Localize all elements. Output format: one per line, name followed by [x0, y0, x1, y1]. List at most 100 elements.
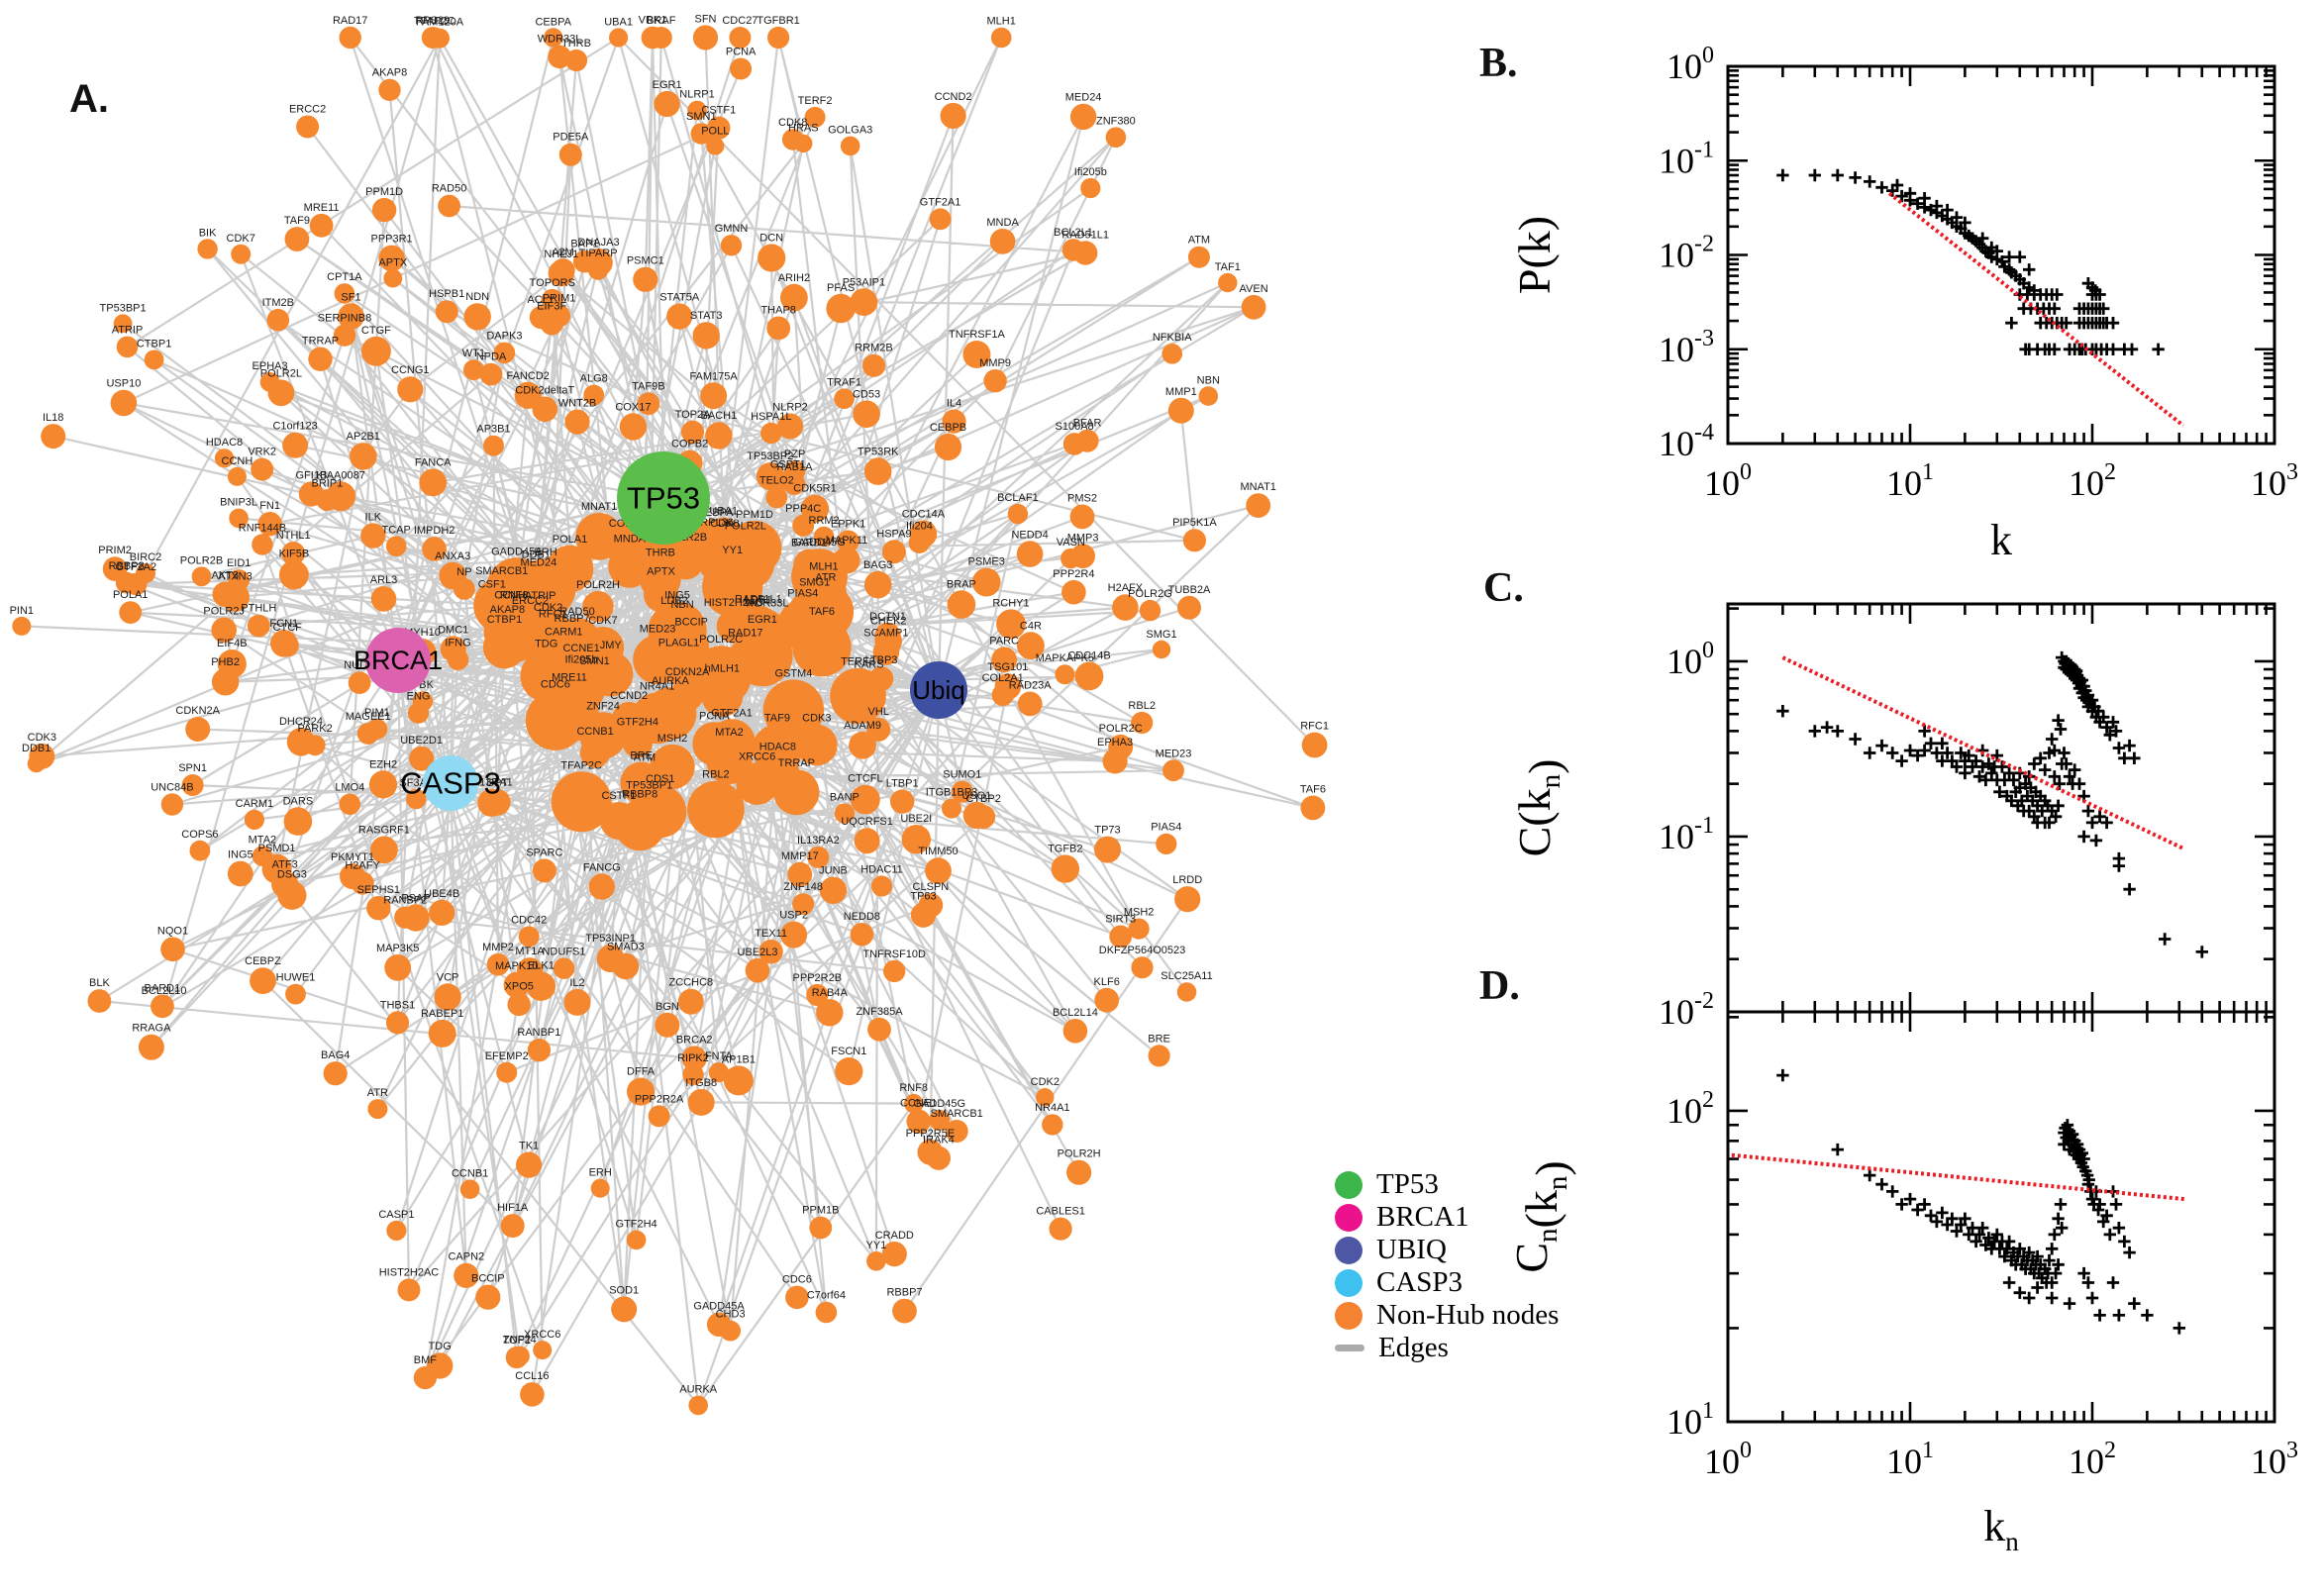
node-label: TERF2: [841, 656, 875, 668]
network-node: [582, 590, 614, 623]
node-label: WNT2B: [558, 398, 597, 410]
network-node: [881, 1242, 907, 1267]
network-node: [837, 530, 859, 553]
network-node: [308, 347, 333, 371]
node-label: AP2B1: [347, 431, 380, 443]
node-label: LTBP1: [886, 777, 919, 789]
network-node: [383, 268, 403, 288]
node-label: ATF3: [272, 859, 298, 871]
network-node: [368, 770, 398, 799]
node-label: RAD50: [559, 606, 594, 618]
network-node: [723, 1065, 754, 1096]
tick-label: 101: [1666, 1398, 1714, 1442]
data-points: [1776, 650, 2208, 958]
node-label: CABLES1: [1036, 1206, 1085, 1218]
node-label: CTBP1: [137, 339, 171, 350]
node-label: SIRT3: [1105, 914, 1136, 926]
node-label: PDE5A: [553, 132, 589, 144]
node-label: PZP: [784, 449, 805, 460]
network-node: [1062, 433, 1086, 455]
node-label: TRRAP: [778, 757, 815, 769]
network-node: [901, 825, 931, 854]
network-node: [819, 876, 848, 904]
network-node-labels: POLR2C MNDA Ifi205b APTX POLR2B ZNF24 CSTF1 HIS…: [10, 13, 1329, 1395]
network-node: [688, 1395, 708, 1416]
node-label: KARS: [855, 659, 884, 671]
network-node: [1246, 493, 1271, 518]
network-node: [348, 671, 371, 694]
tick-label: 100: [1666, 43, 1714, 86]
node-label: MED23: [1156, 748, 1192, 759]
node-label: SMG1: [1146, 629, 1176, 641]
node-label: GADD45G: [793, 537, 846, 549]
network-node: [929, 1109, 951, 1131]
network-node: [785, 1285, 809, 1310]
tick-label: 101: [1886, 1438, 1934, 1481]
node-label: VRK1: [639, 15, 667, 27]
node-label: LDB1: [745, 595, 772, 607]
network-node: [397, 376, 424, 403]
node-label: ATXN3: [218, 571, 252, 583]
network-node: [881, 540, 906, 564]
axis-ticks: [1726, 64, 2276, 446]
node-label: TAF1: [1215, 261, 1241, 273]
panel-label-d: D.: [1479, 963, 1520, 1009]
network-node: [767, 26, 790, 50]
network-node: [1080, 177, 1101, 199]
node-label: DKFZP564O0523: [1099, 945, 1185, 956]
network-node: [633, 266, 658, 292]
node-label: NTHL1: [276, 530, 311, 542]
network-node: [853, 400, 880, 429]
node-label: MSH2: [1124, 907, 1155, 919]
network-node: [872, 639, 900, 665]
node-label: CARM1: [236, 798, 274, 810]
network-node: [962, 801, 990, 830]
node-label: BCL2L14: [1053, 1007, 1098, 1019]
tick-label: 10-2: [1659, 232, 1714, 275]
node-label: CCNH: [222, 455, 253, 467]
network-node: [926, 1146, 952, 1170]
network-node: [438, 194, 460, 218]
network-node: [515, 560, 557, 603]
network-node: [189, 840, 211, 861]
network-node: [340, 863, 365, 890]
node-label: RPS29: [415, 15, 450, 27]
node-label: HUWE1: [276, 972, 316, 984]
node-label: SPN1: [178, 762, 207, 774]
network-node: [496, 1061, 518, 1083]
network-node: [575, 513, 623, 560]
node-label: PPM1D: [736, 509, 773, 521]
node-label: POLR2L: [260, 367, 302, 379]
network-node: [1074, 661, 1104, 691]
node-label: CCNB1: [452, 1167, 488, 1179]
node-label: CTCF: [273, 622, 303, 634]
network-node: [463, 303, 491, 331]
node-label: CCL16: [515, 1370, 549, 1382]
network-node: [940, 102, 966, 130]
network-node: [850, 923, 874, 947]
node-label: ATM: [634, 752, 656, 764]
node-label: APTX: [647, 565, 675, 577]
node-label: CDS1: [646, 773, 674, 785]
node-label: SF1: [341, 291, 360, 303]
node-label: CDKN2A: [175, 705, 220, 717]
node-label: PPP2R2A: [635, 1093, 684, 1105]
node-label: RAD23A: [1009, 680, 1052, 692]
tick-label: 102: [2069, 459, 2116, 503]
node-label: FAM120A: [416, 17, 464, 29]
hub-label: CASP3: [400, 766, 501, 801]
network-node: [1017, 632, 1045, 660]
network-node: [942, 409, 966, 434]
node-label: AKAP8: [490, 604, 525, 616]
node-label: UQCRFS1: [841, 816, 893, 828]
node-label: DDB1: [22, 743, 50, 754]
network-node: [1066, 1159, 1092, 1185]
network-node: [257, 512, 282, 537]
node-label: ZNF385A: [856, 1006, 903, 1018]
network-node: [227, 860, 253, 887]
panel-label-b: B.: [1479, 41, 1518, 86]
node-label: POLR2H: [1058, 1148, 1101, 1160]
node-label: CDC14B: [1067, 649, 1110, 661]
node-label: RIPK2: [677, 1052, 709, 1064]
tick-label: 102: [1666, 1087, 1714, 1131]
